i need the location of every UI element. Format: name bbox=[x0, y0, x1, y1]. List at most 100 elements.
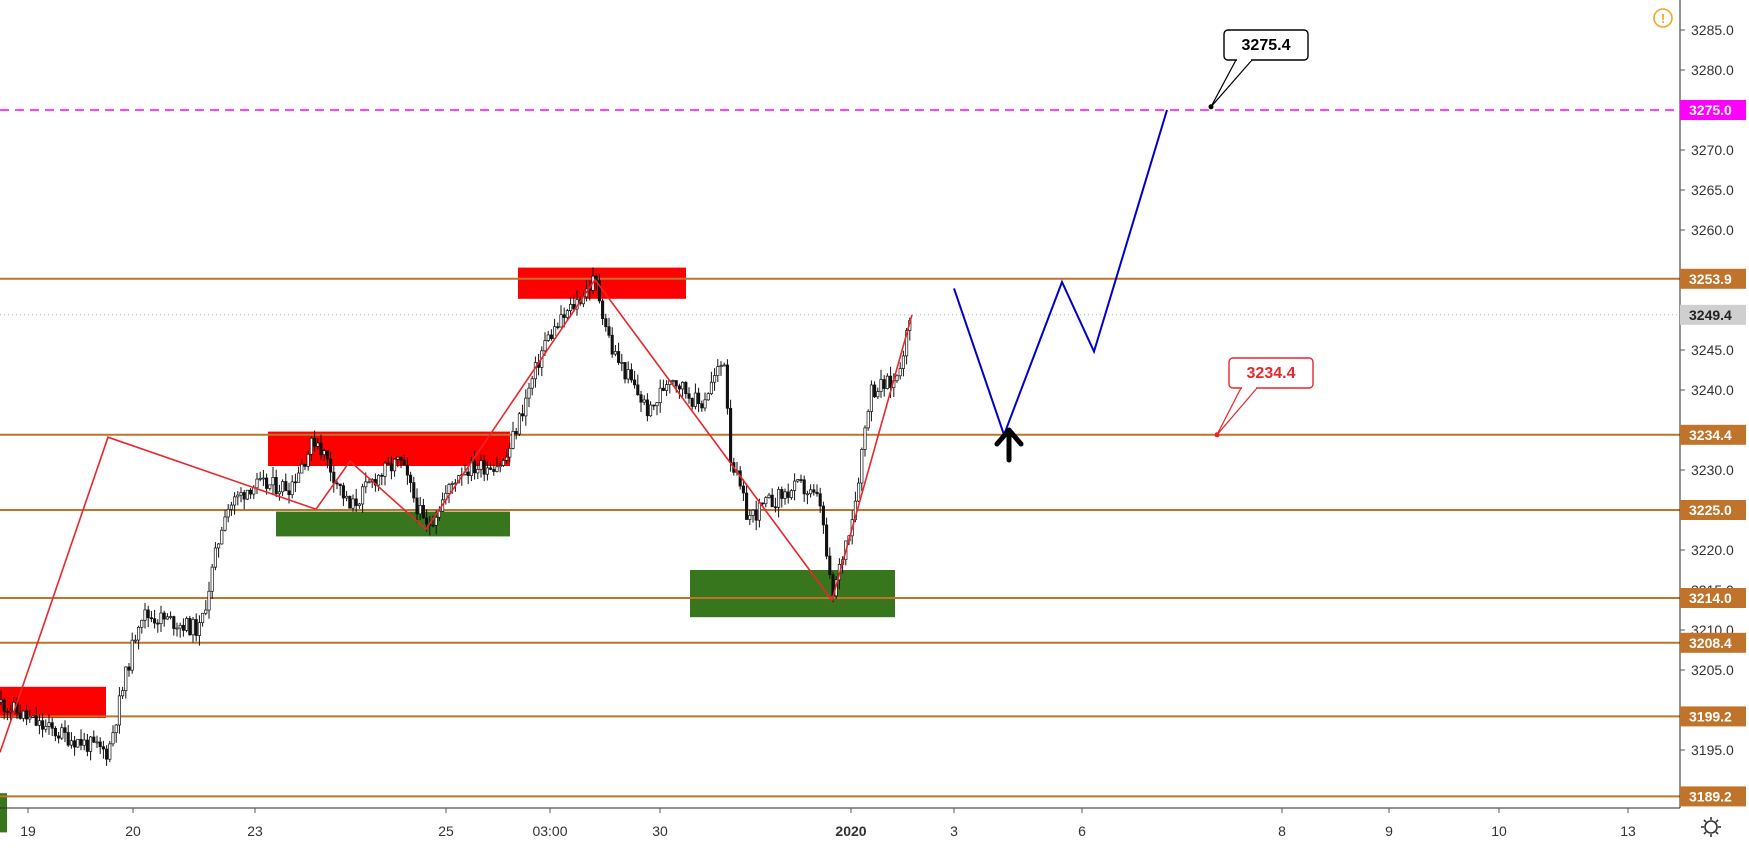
icons-layer: ! bbox=[1653, 8, 1721, 837]
candle-body bbox=[796, 479, 800, 482]
candle-body bbox=[447, 484, 451, 494]
candle-body bbox=[572, 304, 576, 310]
candle-body bbox=[789, 490, 793, 498]
candle-body bbox=[799, 479, 803, 481]
level-price-tag-label: 3234.4 bbox=[1689, 427, 1732, 443]
candle-body bbox=[217, 543, 221, 549]
x-tick-label: 9 bbox=[1385, 823, 1393, 839]
candle-body bbox=[284, 481, 288, 492]
candle-body bbox=[527, 387, 531, 399]
last-price-tag-label: 3249.4 bbox=[1689, 307, 1732, 323]
demand-zone bbox=[0, 793, 7, 833]
candle-body bbox=[357, 503, 361, 506]
level-callout-pointer bbox=[1216, 387, 1259, 436]
gear-tooth bbox=[1715, 831, 1719, 835]
candle-body bbox=[306, 453, 310, 467]
candle-body bbox=[905, 330, 909, 357]
candle-body bbox=[767, 494, 771, 499]
candle-body bbox=[207, 590, 211, 611]
candle-body bbox=[485, 467, 489, 475]
candle-body bbox=[277, 491, 281, 495]
candle-body bbox=[210, 566, 214, 592]
candle-body bbox=[889, 375, 893, 389]
target-callout: 3275.4 bbox=[1208, 29, 1309, 110]
y-axis[interactable]: 3195.03205.03210.03215.03220.03225.03230… bbox=[1679, 0, 1746, 808]
candle-body bbox=[697, 392, 701, 405]
target-price-tag-label: 3275.0 bbox=[1689, 102, 1732, 118]
candle-body bbox=[169, 616, 173, 618]
level-price-tag-label: 3199.2 bbox=[1689, 708, 1732, 724]
candle-body bbox=[716, 366, 720, 376]
candle-body bbox=[524, 397, 528, 417]
candle-body bbox=[386, 462, 390, 465]
candle-body bbox=[876, 391, 880, 398]
candle-body bbox=[364, 481, 368, 488]
candle-body bbox=[709, 381, 713, 395]
candle-body bbox=[60, 727, 64, 739]
zigzag-line bbox=[0, 278, 913, 753]
target-price-tag bbox=[1680, 100, 1746, 120]
gear-tooth bbox=[1703, 819, 1707, 823]
candle-body bbox=[383, 462, 387, 477]
candle-body bbox=[172, 616, 176, 629]
y-tick-label: 3280.0 bbox=[1691, 62, 1734, 78]
projection-line bbox=[953, 109, 1168, 438]
candle-body bbox=[98, 741, 102, 748]
candle-body bbox=[57, 735, 61, 739]
candle-body bbox=[863, 427, 867, 450]
candle-body bbox=[450, 483, 454, 485]
candle-body bbox=[181, 624, 185, 631]
warning-circle-icon[interactable]: ! bbox=[1653, 8, 1673, 28]
candle-body bbox=[175, 627, 179, 630]
last-price-tag bbox=[1680, 304, 1746, 325]
level-price-tag bbox=[1680, 632, 1746, 653]
candle-body bbox=[69, 740, 73, 746]
candle-body bbox=[380, 474, 384, 477]
candle-body bbox=[108, 743, 112, 760]
candle-body bbox=[425, 517, 429, 525]
candle-body bbox=[601, 300, 605, 320]
candle-body bbox=[501, 460, 505, 466]
candle-body bbox=[409, 474, 413, 483]
candle-body bbox=[297, 472, 301, 483]
x-tick-label: 19 bbox=[20, 823, 36, 839]
candle-body bbox=[719, 365, 723, 368]
x-tick-label: 30 bbox=[652, 823, 668, 839]
gear-icon[interactable] bbox=[1701, 817, 1721, 837]
candle-body bbox=[345, 495, 349, 499]
x-tick-label: 10 bbox=[1491, 823, 1507, 839]
candle-body bbox=[121, 690, 125, 697]
candle-body bbox=[786, 491, 790, 498]
candle-body bbox=[281, 481, 285, 493]
candle-body bbox=[293, 481, 297, 484]
candle-body bbox=[633, 379, 637, 386]
candle-body bbox=[229, 504, 233, 510]
zones-layer bbox=[0, 267, 895, 833]
candle-body bbox=[482, 460, 486, 475]
supply-zone bbox=[518, 267, 686, 299]
candle-body bbox=[85, 739, 89, 752]
candle-body bbox=[271, 477, 275, 486]
candle-body bbox=[476, 469, 480, 474]
candle-body bbox=[162, 612, 166, 620]
candle-body bbox=[245, 489, 249, 500]
up-arrow-icon bbox=[994, 427, 1024, 463]
level-price-tag bbox=[1680, 500, 1746, 520]
x-axis[interactable]: 19 20 23 25 03:00 30 2020 3 6 8 9 10 13 bbox=[0, 807, 1680, 839]
x-tick-label: 20 bbox=[125, 823, 141, 839]
x-tick-label: 2020 bbox=[835, 823, 866, 839]
candle-body bbox=[405, 464, 409, 476]
candle-body bbox=[332, 471, 336, 484]
candle-body bbox=[377, 474, 381, 486]
candle-body bbox=[882, 379, 886, 389]
candle-body bbox=[511, 431, 515, 449]
candle-body bbox=[101, 746, 105, 750]
target-callout-pointer bbox=[1210, 59, 1254, 108]
candle-body bbox=[124, 666, 128, 692]
level-price-tag-label: 3189.2 bbox=[1689, 788, 1732, 804]
candles-layer bbox=[0, 267, 912, 766]
candle-body bbox=[629, 369, 633, 381]
candle-body bbox=[335, 482, 339, 485]
candle-body bbox=[53, 727, 57, 737]
